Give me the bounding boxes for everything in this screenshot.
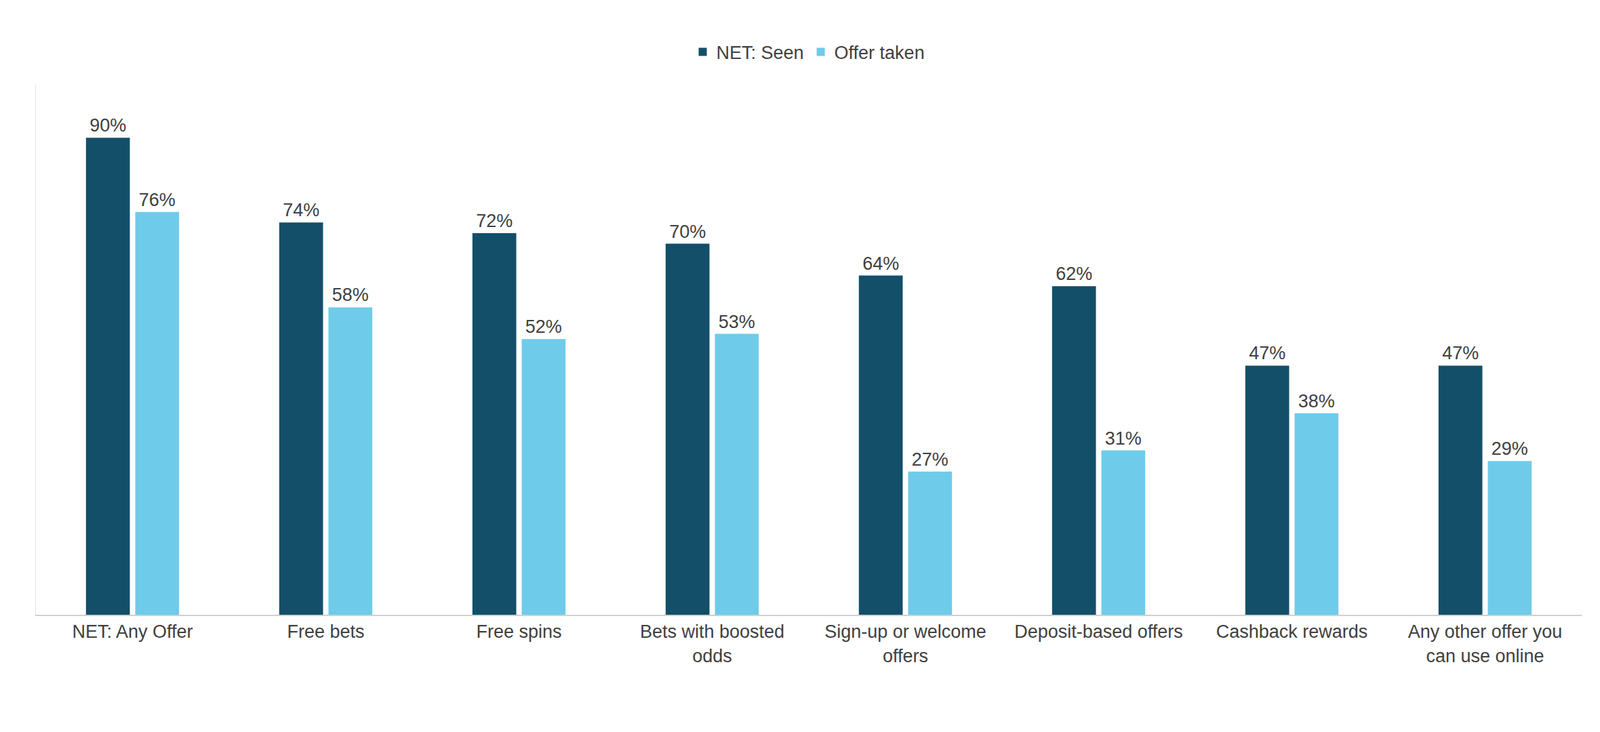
svg-text:72%: 72% bbox=[475, 210, 513, 232]
svg-text:90%: 90% bbox=[89, 115, 127, 136]
svg-text:Bets with boostedodds: Bets with boostedodds bbox=[640, 621, 785, 666]
svg-text:31%: 31% bbox=[1105, 428, 1142, 449]
svg-text:27%: 27% bbox=[911, 449, 949, 470]
svg-text:29%: 29% bbox=[1491, 438, 1529, 459]
svg-text:62%: 62% bbox=[1055, 263, 1093, 285]
svg-text:NET: Seen: NET: Seen bbox=[716, 42, 805, 64]
svg-text:38%: 38% bbox=[1298, 391, 1335, 412]
svg-text:52%: 52% bbox=[525, 316, 563, 337]
svg-text:Sign-up or welcomeoffers: Sign-up or welcomeoffers bbox=[824, 621, 987, 666]
svg-text:74%: 74% bbox=[282, 200, 320, 221]
svg-text:Deposit-based offers: Deposit-based offers bbox=[1014, 621, 1184, 643]
svg-text:Offer taken: Offer taken bbox=[834, 42, 925, 64]
svg-text:70%: 70% bbox=[669, 221, 706, 243]
svg-text:Cashback rewards: Cashback rewards bbox=[1216, 621, 1369, 643]
svg-text:Any other offer youcan use onl: Any other offer youcan use online bbox=[1408, 621, 1563, 666]
svg-text:53%: 53% bbox=[718, 311, 756, 333]
svg-text:47%: 47% bbox=[1442, 343, 1479, 364]
svg-text:76%: 76% bbox=[138, 189, 176, 211]
svg-text:64%: 64% bbox=[862, 253, 899, 274]
svg-text:47%: 47% bbox=[1248, 343, 1286, 364]
svg-text:NET: Any Offer: NET: Any Offer bbox=[71, 621, 193, 643]
svg-text:Free spins: Free spins bbox=[475, 621, 562, 643]
svg-text:Free bets: Free bets bbox=[286, 621, 365, 643]
svg-text:58%: 58% bbox=[332, 284, 369, 306]
